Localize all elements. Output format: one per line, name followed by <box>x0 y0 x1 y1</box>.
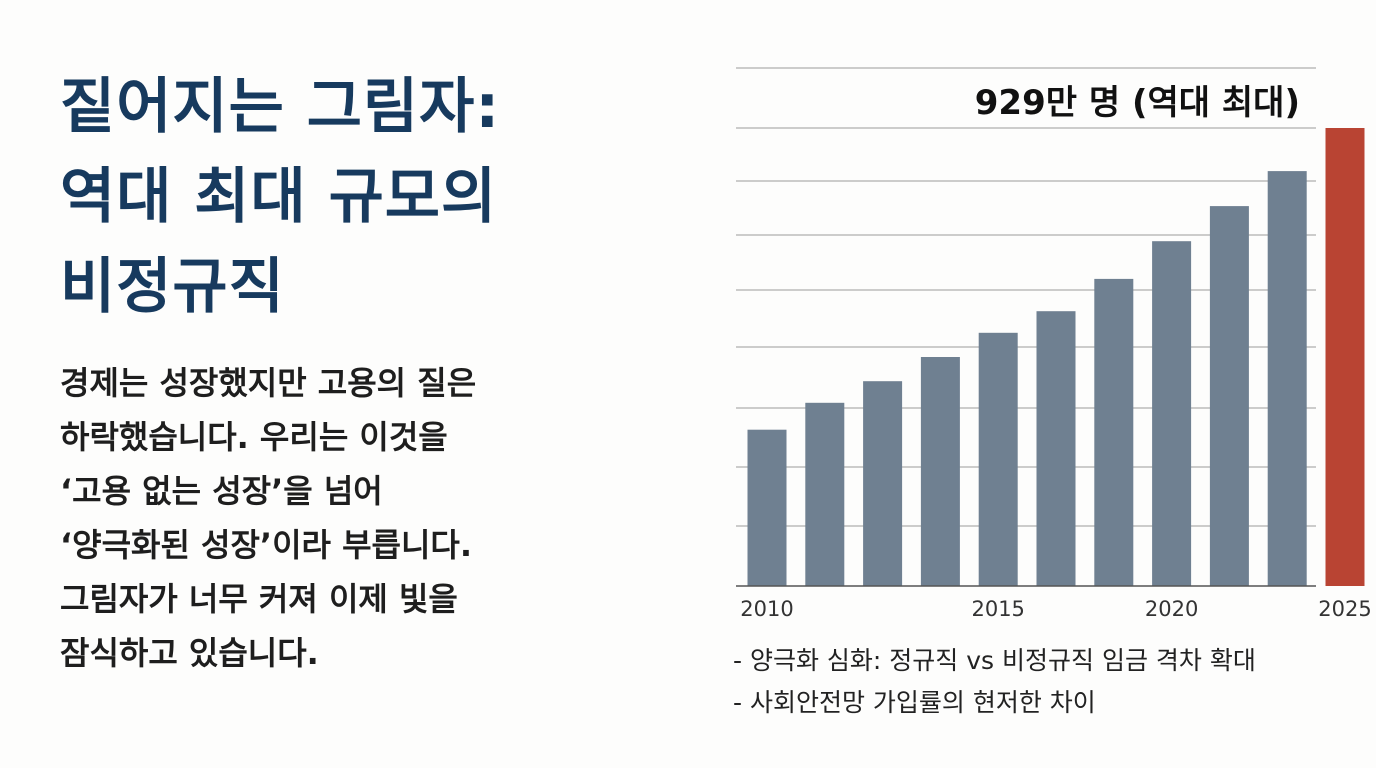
title-line-1: 짙어지는 그림자: <box>60 72 501 142</box>
body-line-5: 그림자가 너무 커져 이제 빛을 <box>60 580 458 618</box>
body-line-3: ‘고용 없는 성장’을 넘어 <box>60 472 383 510</box>
body-line-6: 잠식하고 있습니다. <box>60 634 319 672</box>
note-line-1: - 양극화 심화: 정규직 vs 비정규직 임금 격차 확대 <box>733 646 1256 675</box>
chart-notes: - 양극화 심화: 정규직 vs 비정규직 임금 격차 확대 - 사회안전망 가… <box>733 640 1353 724</box>
bar <box>1209 206 1249 586</box>
x-tick-label: 2020 <box>1145 597 1198 621</box>
x-tick-label: 2010 <box>740 597 793 621</box>
bar <box>1094 278 1134 586</box>
note-line-2: - 사회안전망 가입률의 현저한 차이 <box>733 688 1096 717</box>
body-line-2: 하락했습니다. 우리는 이것을 <box>60 418 448 456</box>
bar <box>1152 241 1192 586</box>
bar <box>1267 171 1307 586</box>
bar <box>1036 311 1076 586</box>
bar <box>805 402 845 586</box>
body-line-4: ‘양극화된 성장’이라 부릅니다. <box>60 526 473 564</box>
bar <box>920 357 960 586</box>
title-line-2: 역대 최대 규모의 <box>60 162 498 232</box>
bar <box>978 332 1018 586</box>
x-axis-ticks: 2010 2015 2020 2025 <box>740 597 1371 621</box>
bar <box>863 381 903 586</box>
slide-title: 짙어지는 그림자: 역대 최대 규모의 비정규직 <box>60 62 660 332</box>
title-line-3: 비정규직 <box>60 252 285 322</box>
x-tick-label: 2015 <box>971 597 1024 621</box>
body-paragraph: 경제는 성장했지만 고용의 질은 하락했습니다. 우리는 이것을 ‘고용 없는 … <box>60 356 660 680</box>
chart-bars <box>747 128 1365 586</box>
x-tick-label: 2025 <box>1318 597 1371 621</box>
body-line-1: 경제는 성장했지만 고용의 질은 <box>60 364 477 402</box>
chart-annotation: 929만 명 (역대 최대) <box>975 83 1300 123</box>
bar <box>747 429 787 586</box>
bar-highlight <box>1325 128 1365 586</box>
